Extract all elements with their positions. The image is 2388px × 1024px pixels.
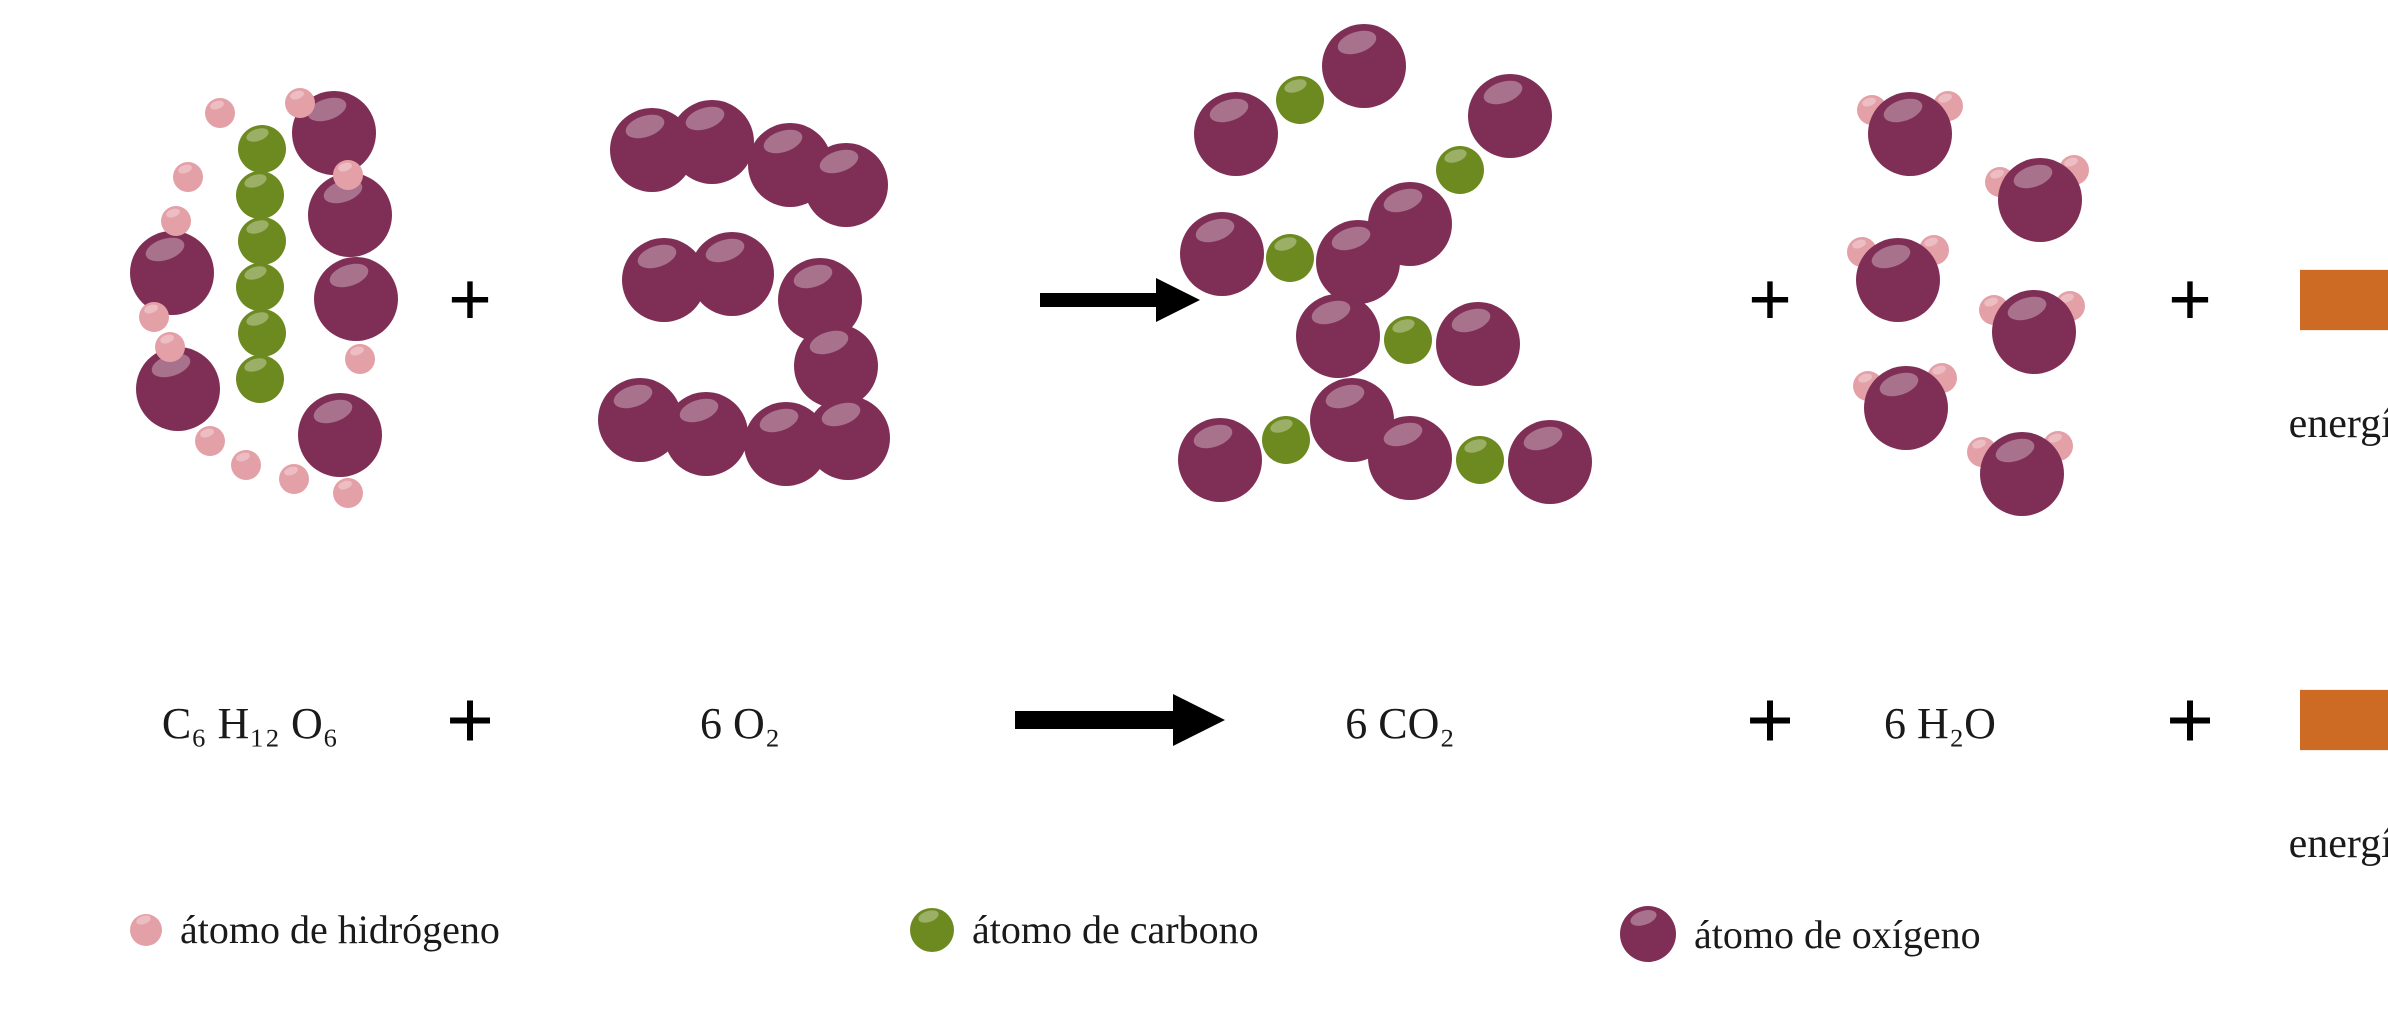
formula-h2o: 6 H₂O bbox=[1884, 698, 1996, 749]
hydrogen-atom bbox=[345, 344, 375, 374]
plus-icon: + bbox=[445, 677, 494, 763]
carbon-atom bbox=[1436, 146, 1484, 194]
hydrogen-atom bbox=[139, 302, 169, 332]
oxygen-atom bbox=[804, 143, 888, 227]
oxygen-atom bbox=[806, 396, 890, 480]
plus-icon: + bbox=[448, 261, 492, 339]
legend-item-carbon: átomo de carbono bbox=[910, 906, 1259, 953]
plus-icon: + bbox=[1748, 261, 1792, 339]
diagram-canvas: + + + energía C₆ H₁₂ O₆ +6 O₂ 6 CO₂ +6 H₂O + ener… bbox=[0, 0, 2388, 1024]
oxygen-atom bbox=[1322, 24, 1406, 108]
oxygen-cluster bbox=[560, 90, 920, 510]
legend-item-hydrogen: átomo de hidrógeno bbox=[130, 906, 500, 953]
hydrogen-atom bbox=[333, 160, 363, 190]
energy-label: energía bbox=[2289, 820, 2388, 868]
oxygen-atom bbox=[1992, 290, 2076, 374]
oxygen-atom bbox=[664, 392, 748, 476]
oxygen-atom bbox=[1864, 366, 1948, 450]
carbon-atom bbox=[238, 125, 286, 173]
oxygen-atom bbox=[1868, 92, 1952, 176]
energy-label: energía bbox=[2289, 400, 2388, 448]
hydrogen-atom bbox=[333, 478, 363, 508]
hydrogen-atom-icon bbox=[130, 914, 162, 946]
hydrogen-atom bbox=[195, 426, 225, 456]
carbon-atom bbox=[1262, 416, 1310, 464]
carbon-atom bbox=[238, 217, 286, 265]
plus-icon: + bbox=[1745, 677, 1794, 763]
oxygen-atom bbox=[314, 257, 398, 341]
oxygen-atom bbox=[1194, 92, 1278, 176]
oxygen-atom-icon bbox=[1620, 906, 1676, 962]
glucose-molecule bbox=[110, 85, 390, 505]
carbon-atom bbox=[1276, 76, 1324, 124]
hydrogen-atom bbox=[173, 162, 203, 192]
carbon-atom bbox=[1266, 234, 1314, 282]
legend-label: átomo de oxígeno bbox=[1694, 911, 1981, 958]
legend-label: átomo de carbono bbox=[972, 906, 1259, 953]
co2-cluster bbox=[1170, 40, 1590, 560]
oxygen-atom bbox=[130, 231, 214, 315]
legend-label: átomo de hidrógeno bbox=[180, 906, 500, 953]
oxygen-atom bbox=[298, 393, 382, 477]
hydrogen-atom bbox=[231, 450, 261, 480]
oxygen-atom bbox=[1296, 294, 1380, 378]
oxygen-atom bbox=[1368, 416, 1452, 500]
oxygen-atom bbox=[1436, 302, 1520, 386]
hydrogen-atom bbox=[155, 332, 185, 362]
reaction-arrow-icon bbox=[1040, 274, 1200, 327]
hydrogen-atom bbox=[285, 88, 315, 118]
hydrogen-atom bbox=[205, 98, 235, 128]
plus-icon: + bbox=[2165, 677, 2214, 763]
oxygen-atom bbox=[1316, 220, 1400, 304]
oxygen-atom bbox=[1468, 74, 1552, 158]
oxygen-atom bbox=[1856, 238, 1940, 322]
formula-co2: 6 CO₂ bbox=[1345, 698, 1454, 749]
carbon-atom bbox=[236, 171, 284, 219]
oxygen-atom bbox=[690, 232, 774, 316]
oxygen-atom bbox=[670, 100, 754, 184]
oxygen-atom bbox=[1980, 432, 2064, 516]
plus-icon: + bbox=[2168, 261, 2212, 339]
legend-item-oxygen: átomo de oxígeno bbox=[1620, 906, 1981, 962]
oxygen-atom bbox=[1998, 158, 2082, 242]
carbon-atom bbox=[236, 355, 284, 403]
hydrogen-atom bbox=[279, 464, 309, 494]
carbon-atom bbox=[1456, 436, 1504, 484]
h2o-cluster bbox=[1790, 80, 2110, 520]
energy-arrow-icon bbox=[2300, 248, 2388, 352]
energy-arrow-icon bbox=[2300, 668, 2388, 772]
oxygen-atom bbox=[794, 324, 878, 408]
formula-o2: 6 O₂ bbox=[700, 698, 780, 749]
carbon-atom bbox=[1384, 316, 1432, 364]
carbon-atom bbox=[238, 309, 286, 357]
formula-glucose: C₆ H₁₂ O₆ bbox=[162, 698, 338, 749]
oxygen-atom bbox=[1178, 418, 1262, 502]
carbon-atom bbox=[236, 263, 284, 311]
oxygen-atom bbox=[1508, 420, 1592, 504]
hydrogen-atom bbox=[161, 206, 191, 236]
reaction-arrow-icon bbox=[1015, 689, 1225, 751]
carbon-atom-icon bbox=[910, 908, 954, 952]
